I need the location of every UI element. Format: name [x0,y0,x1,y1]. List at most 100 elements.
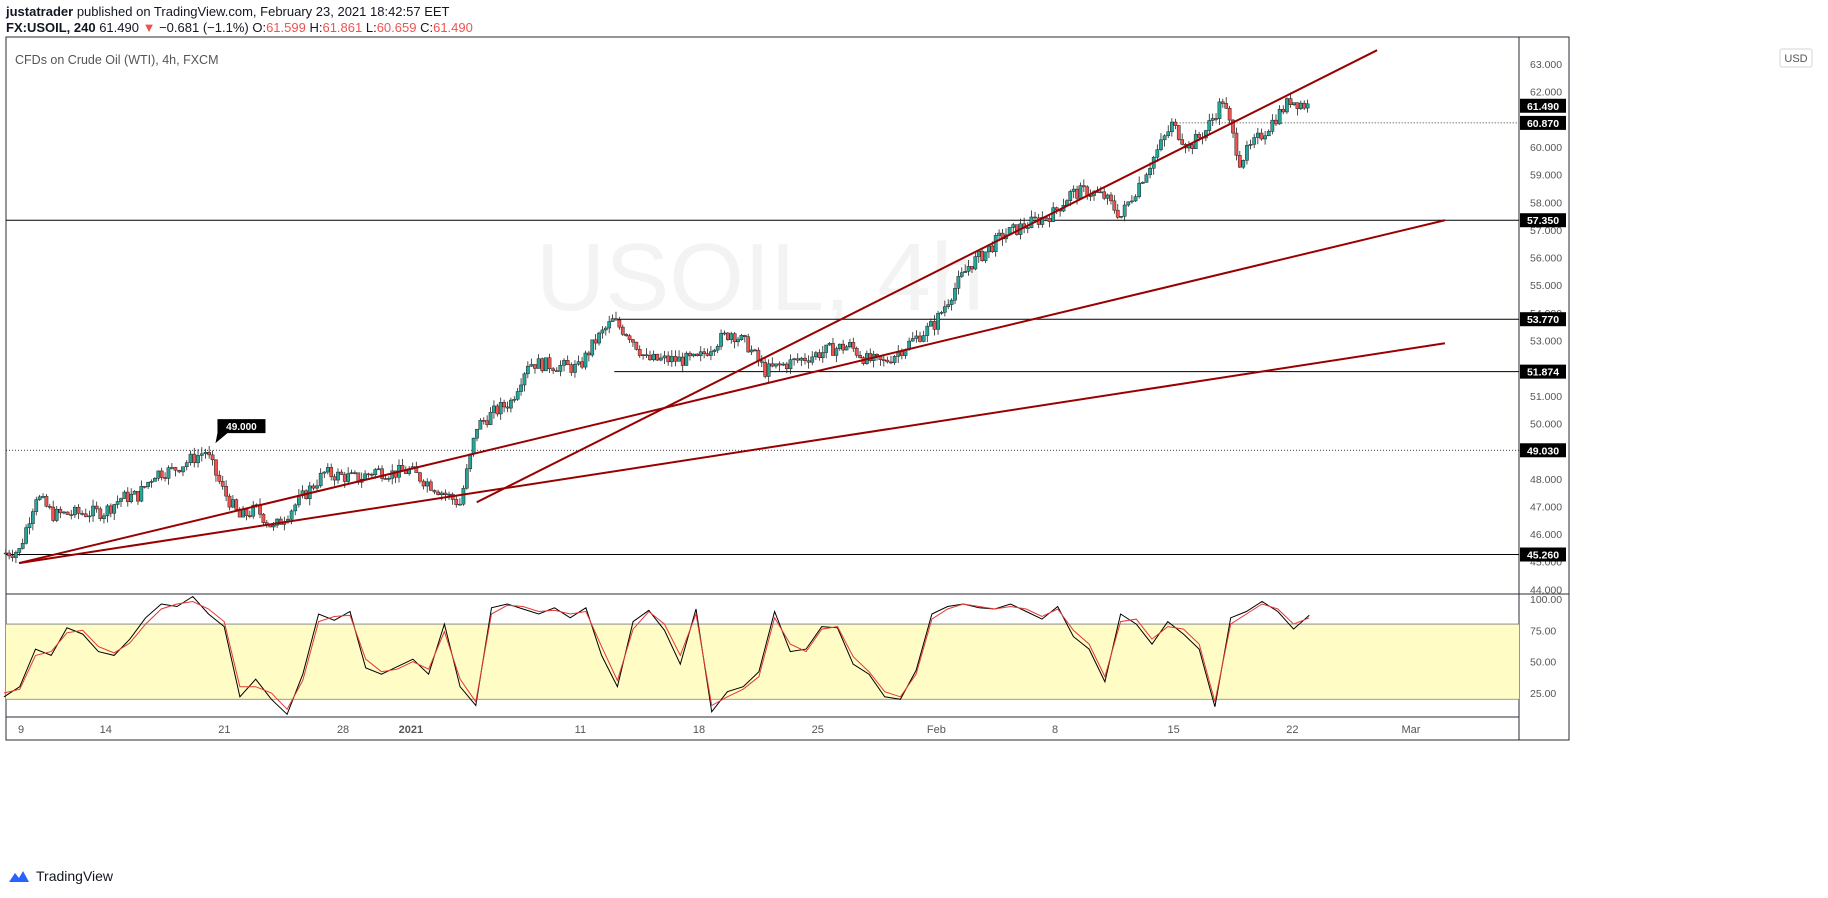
stoch-k-line [3,595,1310,716]
candle [781,362,786,367]
candle [973,252,978,271]
candle [529,358,534,367]
open-value: 61.599 [266,20,306,35]
price-tick-label: 50.000 [1530,418,1562,430]
candle [454,495,459,508]
candle [770,357,775,368]
close-label: C: [420,20,434,35]
candle [1140,181,1145,184]
candle [522,372,527,392]
candle [662,350,667,364]
candle [7,549,11,560]
candle [1126,201,1131,207]
trendline-2[interactable] [476,49,1378,504]
trendline-0[interactable] [18,219,1446,565]
candle [806,355,811,369]
low-value: 60.659 [376,20,417,35]
candle [87,510,92,523]
author-name[interactable]: justatrader [6,4,74,19]
candle [763,357,768,379]
svg-text:60.870: 60.870 [1527,118,1559,130]
currency-label[interactable]: USD [1784,53,1807,65]
candle [1237,150,1242,168]
candle [1162,134,1167,147]
stoch-tick-label: 50.00 [1530,657,1556,669]
time-tick-label: 9 [18,724,24,736]
level-price-tag-5: 60.870 [1520,115,1566,130]
candle [177,469,182,474]
time-tick-label: 15 [1168,724,1180,736]
candle [562,358,566,372]
candle [425,478,430,493]
candle [76,504,81,520]
candle [963,264,968,273]
price-callout[interactable]: 49.000 [215,419,266,444]
low-label: L: [365,20,377,35]
candle [199,447,204,462]
candle [17,547,22,556]
candle [1285,97,1289,114]
candle [181,466,185,477]
candle [1130,195,1134,204]
candle [512,396,517,403]
candle [217,470,222,485]
svg-text:53.770: 53.770 [1527,314,1559,326]
candle [719,329,723,350]
candle [953,282,957,305]
candle [220,475,225,490]
candle [766,359,771,384]
stoch-tick-label: 75.00 [1530,625,1556,637]
time-tick-label: 25 [812,724,824,736]
candle [1270,114,1275,135]
candle [20,538,25,550]
candle [14,550,18,563]
candle [73,504,77,518]
candle [1274,114,1278,127]
candle [166,465,171,485]
candle [380,465,384,482]
candle [1305,99,1310,113]
candle [1088,189,1093,202]
level-price-tag-2: 51.874 [1520,364,1566,379]
candle [336,468,340,484]
footer-brand[interactable]: TradingView [6,868,113,884]
candle [799,356,804,366]
candle [1180,133,1185,146]
candle [914,330,919,343]
candle [684,351,689,366]
currency-button[interactable]: USD [1779,48,1813,68]
candle [777,361,782,372]
candle [1137,176,1142,199]
candle [170,463,174,470]
time-tick-label: 21 [218,724,230,736]
candle [498,397,503,420]
candle [339,469,344,476]
candle [1081,179,1086,193]
candle [83,508,88,518]
candle [834,346,839,363]
candle [318,468,323,488]
price-tick-label: 63.000 [1530,59,1562,71]
trendline-1[interactable] [18,342,1446,565]
candle [691,353,696,358]
candle [925,322,930,343]
candle [795,353,800,364]
candle [666,351,671,366]
chart-legend: CFDs on Crude Oil (WTI), 4h, FXCM [15,53,219,67]
candle [932,315,937,336]
candle [695,353,700,357]
candle [631,338,635,347]
candle [251,501,256,519]
level-price-tag-0: 57.350 [1520,213,1566,228]
candle [1176,124,1181,141]
candle [436,489,440,496]
candle [892,355,897,365]
candle [607,315,612,334]
candle [1288,92,1293,108]
candle [210,450,215,466]
candle [502,399,506,413]
candle [173,466,178,477]
candle [1207,113,1212,135]
stoch-tick-label: 100.00 [1530,594,1562,606]
